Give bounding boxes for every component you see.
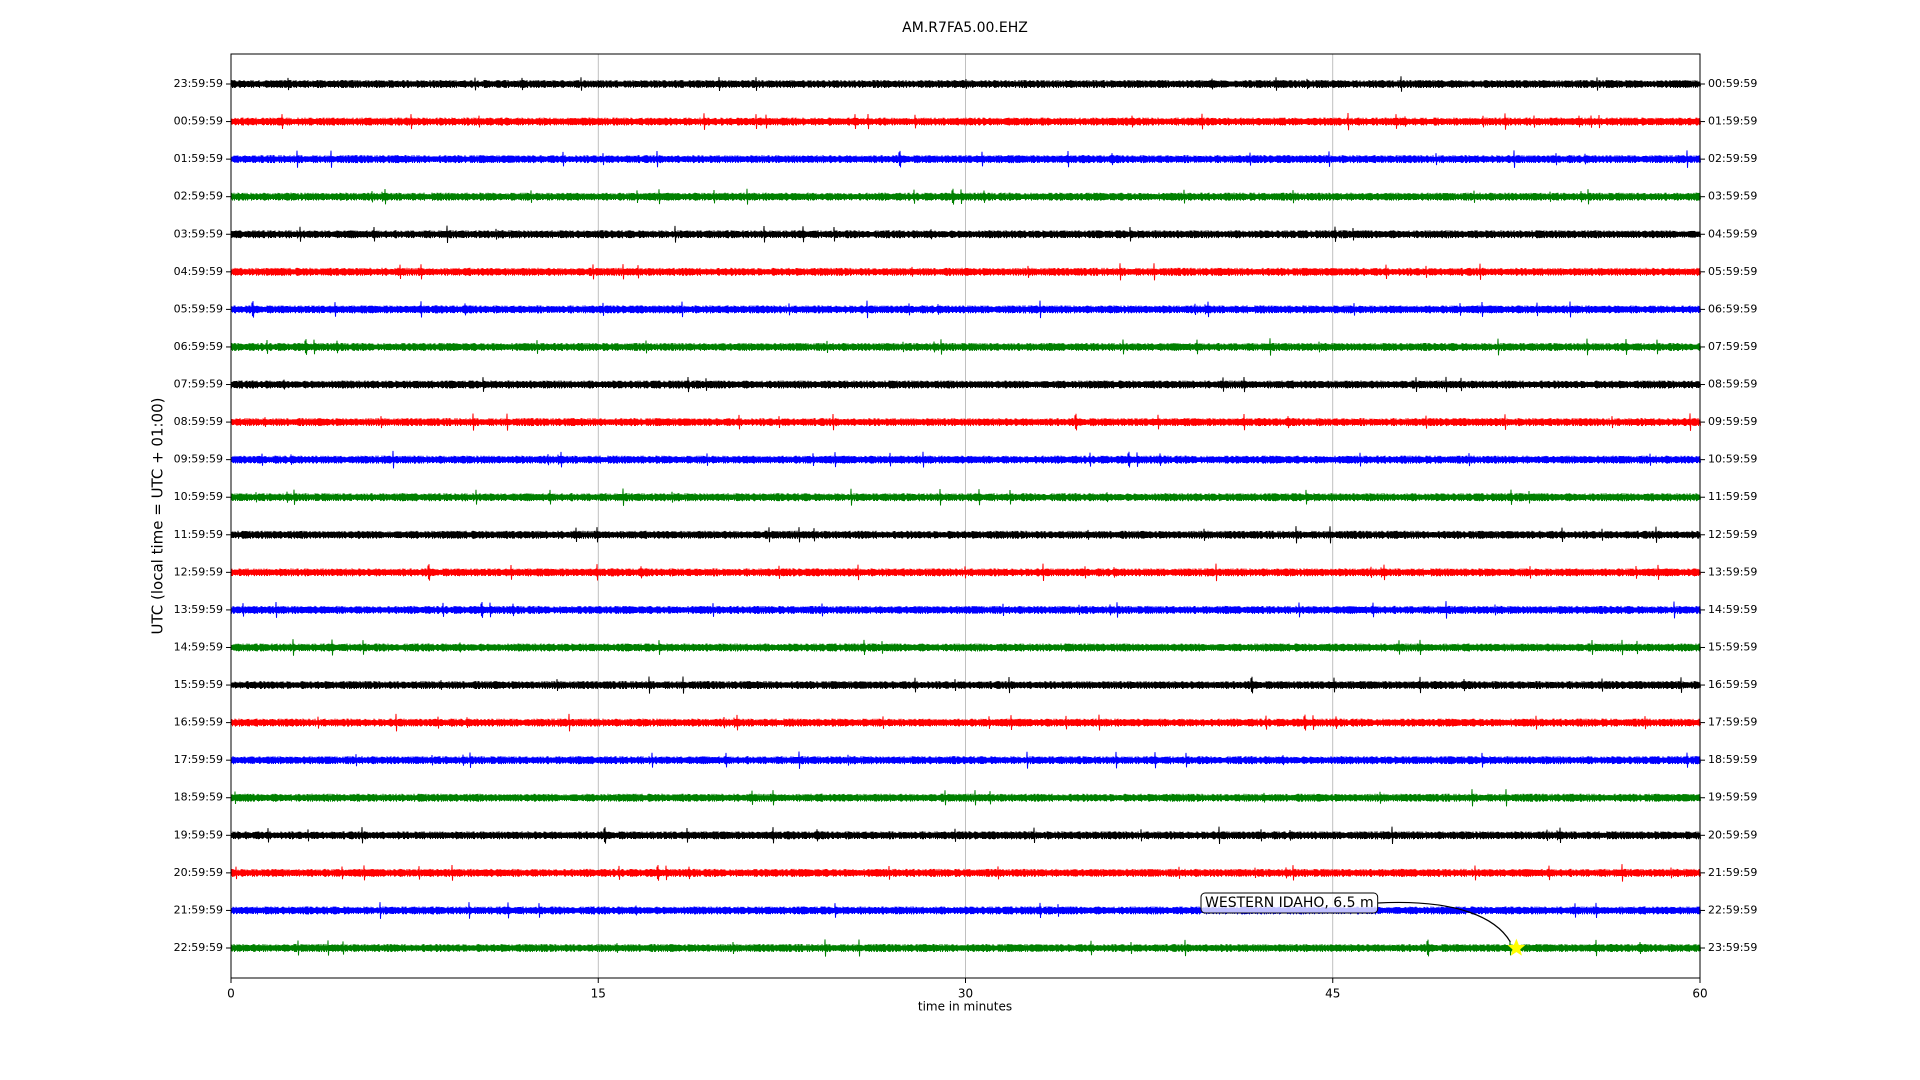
y-axis-label: UTC (local time = UTC + 01:00)	[149, 398, 167, 635]
trace	[230, 939, 1701, 957]
y-tick-label: 15:59:59	[174, 678, 223, 691]
y2-tick-label: 07:59:59	[1708, 340, 1757, 353]
trace	[230, 376, 1701, 393]
y2-tick-label: 10:59:59	[1708, 453, 1757, 466]
plot-frame	[230, 53, 1701, 979]
y-tick-label: 09:59:59	[174, 453, 223, 466]
x-tick-label: 15	[591, 987, 606, 1001]
y2-tick-label: 01:59:59	[1708, 115, 1757, 128]
y-tick-label: 08:59:59	[174, 415, 223, 428]
x-axis-label: time in minutes	[918, 1000, 1012, 1014]
y-tick-label: 02:59:59	[174, 190, 223, 203]
x-tick-label: 0	[227, 987, 235, 1001]
trace	[230, 789, 1701, 807]
y2-tick-label: 05:59:59	[1708, 265, 1757, 278]
y2-tick-label: 22:59:59	[1708, 903, 1757, 916]
y-tick-label: 19:59:59	[174, 828, 223, 841]
trace	[230, 826, 1701, 845]
y2-tick-label: 03:59:59	[1708, 190, 1757, 203]
event-arrow	[1377, 901, 1511, 943]
y2-tick-label: 19:59:59	[1708, 791, 1757, 804]
y-tick-label: 23:59:59	[174, 77, 223, 90]
y-tick-label: 18:59:59	[174, 791, 223, 804]
chart-title: AM.R7FA5.00.EHZ	[902, 20, 1028, 36]
trace	[230, 864, 1701, 882]
trace	[230, 76, 1701, 92]
y2-tick-label: 02:59:59	[1708, 152, 1757, 165]
trace	[230, 601, 1701, 619]
y2-tick-label: 23:59:59	[1708, 941, 1757, 954]
trace	[230, 902, 1701, 919]
x-tick-label: 45	[1325, 987, 1340, 1001]
y2-tick-label: 12:59:59	[1708, 528, 1757, 541]
y2-tick-label: 16:59:59	[1708, 678, 1757, 691]
y2-tick-label: 04:59:59	[1708, 227, 1757, 240]
y2-tick-label: 06:59:59	[1708, 302, 1757, 315]
x-tick-label: 30	[958, 987, 973, 1001]
trace	[230, 300, 1701, 319]
y-tick-label: 13:59:59	[174, 603, 223, 616]
y2-tick-label: 15:59:59	[1708, 640, 1757, 653]
y2-tick-label: 09:59:59	[1708, 415, 1757, 428]
trace	[230, 488, 1701, 506]
x-tick-label: 60	[1692, 987, 1707, 1001]
y-tick-label: 20:59:59	[174, 866, 223, 879]
y2-tick-label: 14:59:59	[1708, 603, 1757, 616]
y-tick-label: 22:59:59	[174, 941, 223, 954]
trace	[230, 713, 1701, 732]
y2-tick-label: 20:59:59	[1708, 828, 1757, 841]
trace	[230, 188, 1701, 205]
y-tick-label: 07:59:59	[174, 378, 223, 391]
trace	[230, 338, 1701, 356]
y2-tick-label: 18:59:59	[1708, 753, 1757, 766]
y2-tick-label: 21:59:59	[1708, 866, 1757, 879]
y-tick-label: 03:59:59	[174, 227, 223, 240]
y-tick-label: 04:59:59	[174, 265, 223, 278]
trace	[230, 263, 1701, 281]
y2-tick-label: 00:59:59	[1708, 77, 1757, 90]
event-marker	[1507, 938, 1526, 956]
y-tick-label: 14:59:59	[174, 640, 223, 653]
y-tick-label: 05:59:59	[174, 302, 223, 315]
y2-tick-label: 13:59:59	[1708, 565, 1757, 578]
y-tick-label: 01:59:59	[174, 152, 223, 165]
trace	[230, 639, 1701, 656]
trace	[230, 413, 1701, 431]
trace	[230, 563, 1701, 582]
trace	[230, 112, 1701, 131]
trace	[230, 676, 1701, 694]
y-tick-label: 06:59:59	[174, 340, 223, 353]
y-tick-label: 17:59:59	[174, 753, 223, 766]
y-tick-label: 00:59:59	[174, 115, 223, 128]
y2-tick-label: 17:59:59	[1708, 716, 1757, 729]
y2-tick-label: 08:59:59	[1708, 378, 1757, 391]
y-tick-label: 12:59:59	[174, 565, 223, 578]
trace	[230, 450, 1701, 469]
trace	[230, 751, 1701, 769]
y-tick-label: 11:59:59	[174, 528, 223, 541]
trace	[230, 526, 1701, 544]
trace	[230, 150, 1701, 168]
y-tick-label: 16:59:59	[174, 716, 223, 729]
event-label: WESTERN IDAHO, 6.5 m	[1205, 895, 1374, 911]
trace	[230, 225, 1701, 244]
y-tick-label: 21:59:59	[174, 903, 223, 916]
y-tick-label: 10:59:59	[174, 490, 223, 503]
y2-tick-label: 11:59:59	[1708, 490, 1757, 503]
